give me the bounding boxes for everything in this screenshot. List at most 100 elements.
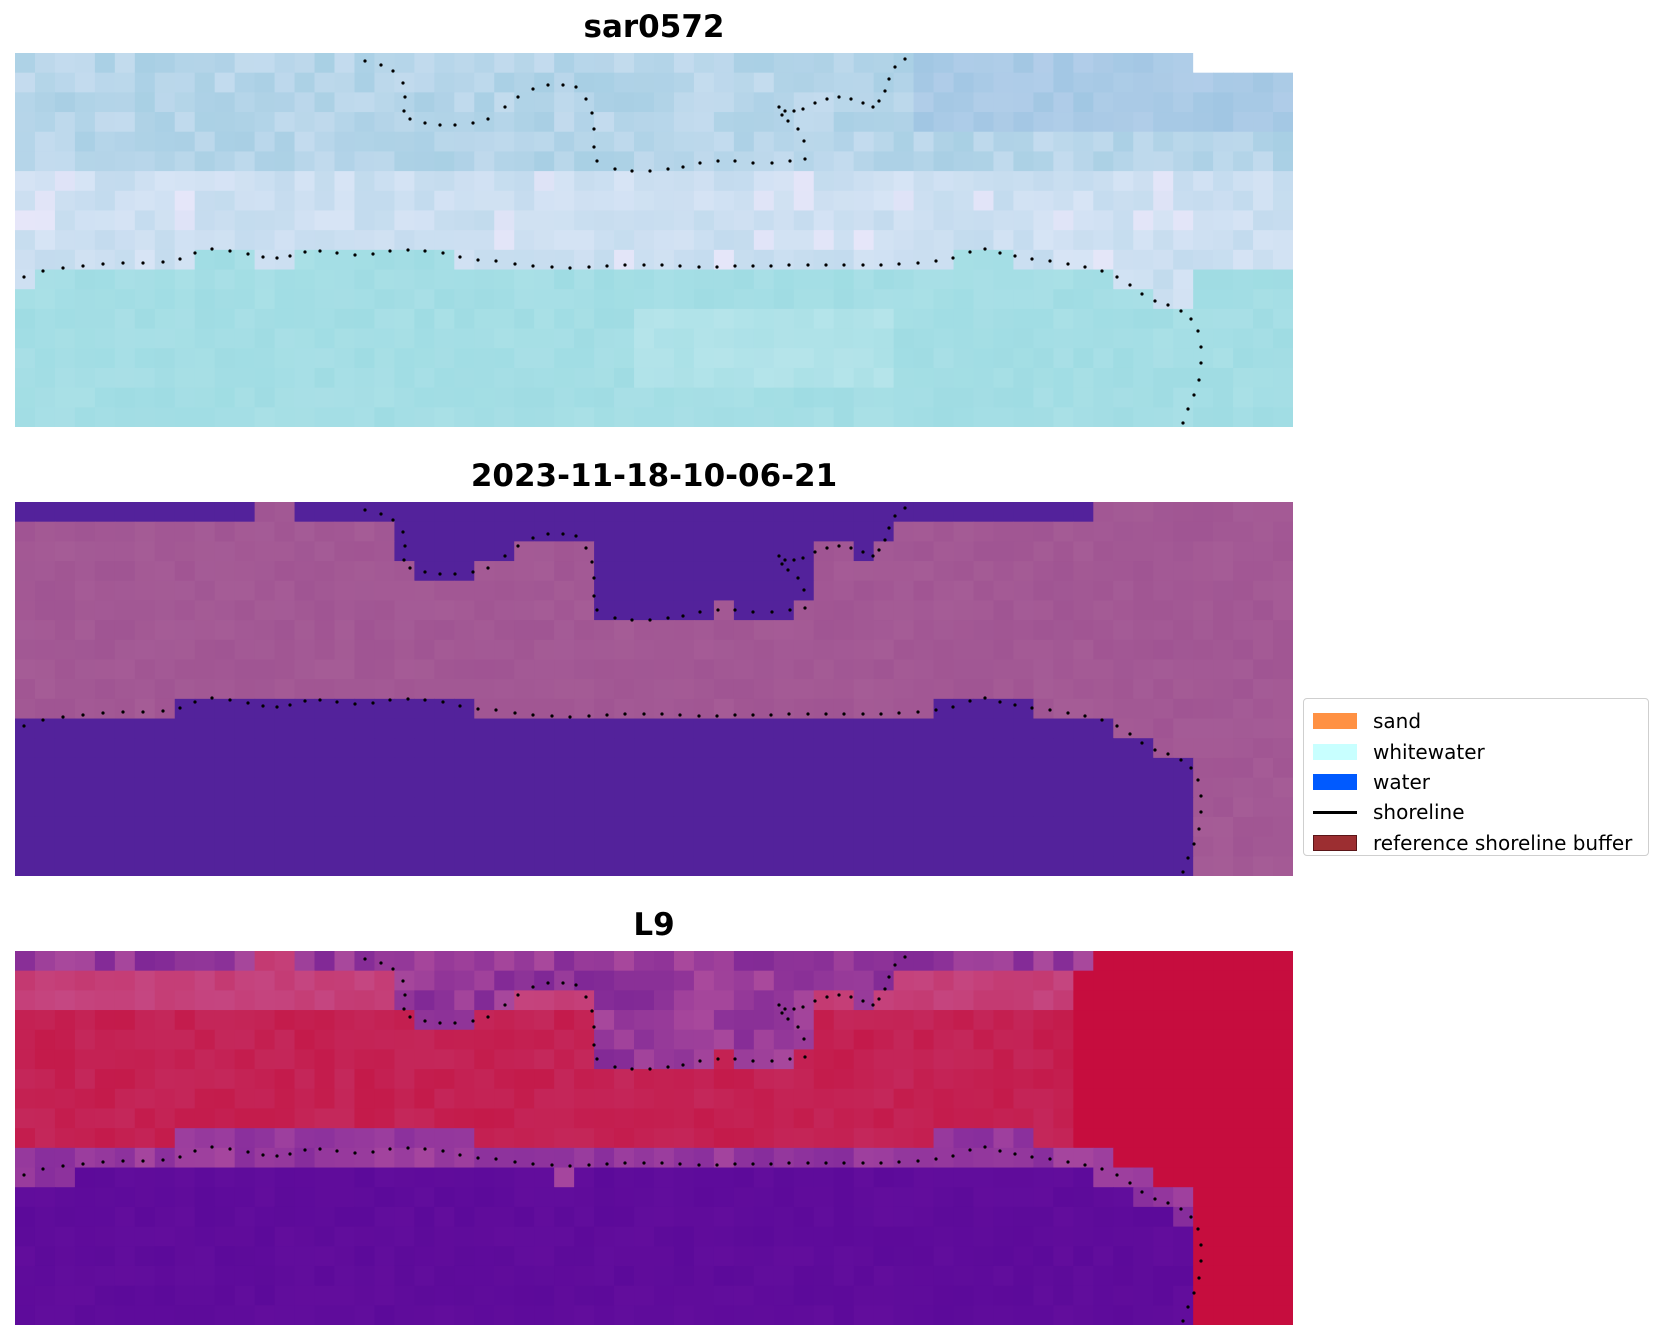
mndwi-pixel: [294, 1049, 316, 1070]
classified-pixel: [873, 679, 895, 700]
classified-pixel: [434, 856, 455, 876]
rgb-pixel: [254, 151, 276, 172]
rgb-pixel: [853, 230, 875, 251]
classified-pixel: [1093, 797, 1114, 818]
rgb-pixel: [1133, 387, 1154, 408]
rgb-pixel: [174, 53, 196, 74]
classified-pixel: [134, 856, 156, 876]
rgb-pixel: [893, 53, 915, 74]
classified-pixel: [194, 836, 216, 857]
mndwi-pixel: [1193, 951, 1214, 972]
shoreline-dot: [178, 706, 182, 710]
mndwi-pixel: [314, 1187, 336, 1208]
rgb-pixel: [973, 92, 995, 113]
classified-pixel: [94, 738, 116, 759]
classified-pixel: [294, 797, 316, 818]
classified-pixel: [893, 679, 915, 700]
classified-pixel: [1173, 620, 1194, 641]
mndwi-pixel: [174, 1069, 196, 1090]
rgb-pixel: [1213, 367, 1234, 389]
rgb-pixel: [753, 92, 775, 113]
rgb-pixel: [74, 348, 96, 369]
rgb-pixel: [94, 112, 116, 133]
shoreline-dot: [228, 698, 232, 702]
rgb-pixel: [54, 407, 76, 427]
mndwi-pixel: [1193, 970, 1214, 991]
classified-pixel: [973, 856, 995, 876]
rgb-pixel: [254, 210, 276, 231]
rgb-pixel: [214, 210, 236, 231]
shoreline-dot: [441, 1149, 445, 1153]
classified-pixel: [1133, 600, 1154, 621]
mndwi-pixel: [973, 1246, 995, 1267]
classified-pixel: [813, 836, 835, 857]
shoreline-dot: [210, 696, 214, 700]
rgb-pixel: [494, 249, 515, 271]
rgb-pixel: [534, 151, 555, 172]
mndwi-pixel: [74, 1226, 96, 1247]
mndwi-pixel: [274, 990, 296, 1011]
classified-pixel: [574, 738, 595, 759]
shoreline-dot: [335, 700, 339, 704]
mndwi-pixel: [234, 1305, 256, 1325]
mndwi-pixel: [1173, 1167, 1194, 1188]
rgb-pixel: [713, 112, 735, 133]
mndwi-pixel: [693, 1128, 715, 1149]
shoreline-dot: [903, 57, 907, 61]
rgb-pixel: [374, 190, 396, 212]
rgb-pixel: [174, 269, 196, 290]
rgb-pixel: [154, 210, 176, 231]
mndwi-pixel: [34, 1010, 56, 1031]
classified-pixel: [634, 777, 655, 798]
mndwi-pixel: [673, 1010, 695, 1031]
mndwi-pixel: [1033, 1069, 1054, 1090]
mndwi-pixel: [274, 951, 296, 972]
rgb-pixel: [1093, 53, 1114, 74]
classified-pixel: [1013, 797, 1035, 818]
rgb-pixel: [713, 407, 735, 427]
mndwi-pixel: [394, 951, 415, 972]
classified-pixel: [1013, 600, 1035, 621]
mndwi-pixel: [414, 1049, 435, 1070]
rgb-pixel: [1013, 230, 1035, 251]
mndwi-pixel: [1253, 1108, 1274, 1129]
classified-pixel: [194, 521, 216, 542]
shoreline-dot: [630, 169, 634, 173]
classified-pixel: [374, 757, 396, 779]
mndwi-pixel: [514, 1285, 535, 1306]
mndwi-pixel: [1253, 1128, 1274, 1149]
shoreline-dot: [877, 99, 881, 103]
rgb-pixel: [114, 53, 136, 74]
shoreline-dot: [788, 159, 792, 163]
mndwi-pixel: [574, 970, 595, 991]
rgb-pixel: [514, 190, 535, 212]
classified-pixel: [1173, 600, 1194, 621]
rgb-pixel: [1153, 112, 1174, 133]
rgb-pixel: [833, 151, 855, 172]
mndwi-pixel: [394, 1187, 415, 1208]
mndwi-pixel: [554, 990, 575, 1011]
mndwi-pixel: [294, 1029, 316, 1051]
shoreline-dot: [592, 594, 596, 598]
rgb-pixel: [1273, 112, 1293, 133]
classified-pixel: [634, 797, 655, 818]
rgb-pixel: [793, 53, 815, 74]
classified-pixel: [614, 521, 635, 542]
classified-pixel: [434, 777, 455, 798]
shoreline-dot: [531, 536, 535, 540]
classified-pixel: [733, 797, 755, 818]
mndwi-pixel: [1213, 1285, 1234, 1306]
mndwi-pixel: [214, 1088, 236, 1110]
shoreline-dot: [408, 117, 412, 121]
rgb-pixel: [514, 230, 535, 251]
mndwi-pixel: [394, 1088, 415, 1110]
mndwi-pixel: [993, 970, 1015, 991]
rgb-pixel: [913, 407, 935, 427]
rgb-pixel: [893, 387, 915, 408]
classified-pixel: [194, 856, 216, 876]
mndwi-pixel: [514, 970, 535, 991]
shoreline-dot: [792, 1007, 796, 1011]
mndwi-pixel: [1093, 1069, 1114, 1090]
rgb-pixel: [813, 230, 835, 251]
classified-pixel: [214, 561, 236, 582]
